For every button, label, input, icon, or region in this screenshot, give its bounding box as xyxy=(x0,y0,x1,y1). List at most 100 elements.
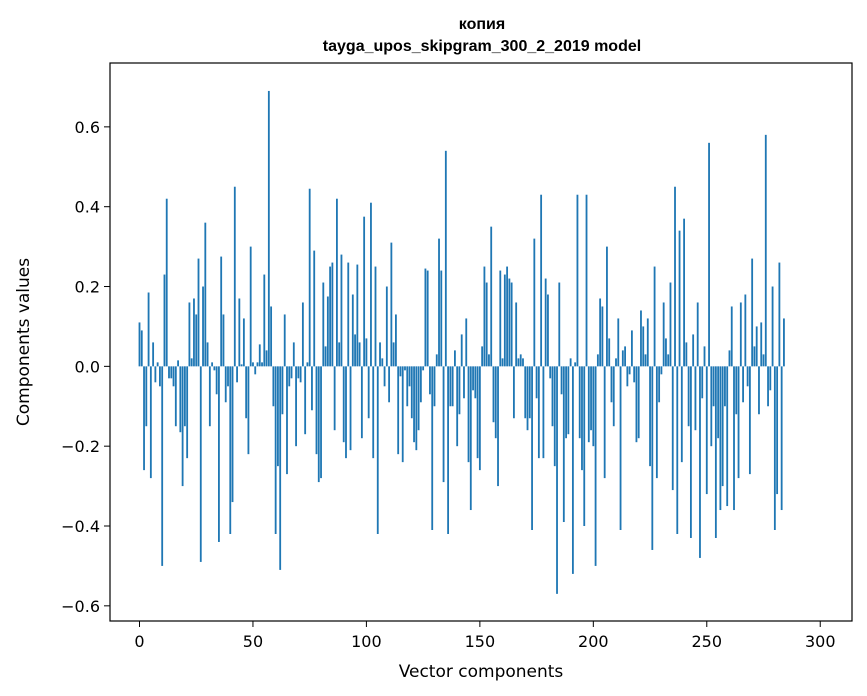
bar-211 xyxy=(617,318,620,367)
bar-62 xyxy=(279,366,282,570)
x-tick-label-50: 50 xyxy=(243,632,263,651)
bar-17 xyxy=(177,360,179,367)
bar-91 xyxy=(345,366,347,459)
bar-202 xyxy=(596,354,599,367)
bar-167 xyxy=(517,358,520,367)
bar-259 xyxy=(726,366,729,507)
bar-24 xyxy=(193,298,195,367)
bar-179 xyxy=(544,278,547,367)
bar-247 xyxy=(699,366,701,558)
bar-68 xyxy=(292,342,295,367)
x-axis-label: Vector components xyxy=(399,662,564,682)
bar-281 xyxy=(776,366,779,495)
bar-156 xyxy=(492,366,495,423)
bar-98 xyxy=(360,366,363,439)
bar-232 xyxy=(665,338,667,367)
bar-241 xyxy=(685,342,688,367)
y-tick-label-6: 0.6 xyxy=(75,118,100,137)
bar-64 xyxy=(283,314,286,367)
bar-105 xyxy=(376,366,379,534)
bar-117 xyxy=(404,366,406,371)
bar-0 xyxy=(138,322,141,367)
bar-186 xyxy=(560,366,563,395)
chart-title: копия xyxy=(459,16,505,33)
bar-88 xyxy=(338,342,341,367)
bar-155 xyxy=(490,226,493,367)
bar-197 xyxy=(585,194,588,367)
bar-158 xyxy=(497,366,499,487)
bar-237 xyxy=(676,366,679,534)
bar-49 xyxy=(249,246,252,367)
bar-60 xyxy=(274,366,277,534)
bar-267 xyxy=(744,294,747,367)
bar-130 xyxy=(433,366,436,407)
bar-174 xyxy=(533,238,536,367)
bar-29 xyxy=(204,222,207,367)
bar-7 xyxy=(154,366,157,383)
bar-239 xyxy=(680,366,683,463)
bar-92 xyxy=(347,262,350,367)
bar-108 xyxy=(383,366,386,387)
bar-145 xyxy=(467,366,470,463)
bar-118 xyxy=(406,366,409,407)
bar-27 xyxy=(199,366,202,562)
chart-subtitle: tayga_upos_skipgram_300_2_2019 model xyxy=(323,38,641,55)
bar-219 xyxy=(635,366,638,443)
bar-144 xyxy=(465,318,468,367)
bar-176 xyxy=(537,366,540,459)
bar-184 xyxy=(556,366,558,594)
bar-262 xyxy=(733,366,735,511)
bar-148 xyxy=(474,366,477,399)
bar-90 xyxy=(342,366,345,443)
bar-187 xyxy=(562,366,565,523)
bar-61 xyxy=(277,366,279,467)
bar-109 xyxy=(385,286,388,367)
bar-228 xyxy=(655,366,658,479)
bar-103 xyxy=(372,366,375,459)
bar-257 xyxy=(721,366,724,487)
bar-51 xyxy=(254,366,257,375)
bar-107 xyxy=(381,358,384,367)
bar-70 xyxy=(297,366,300,379)
bar-279 xyxy=(771,286,774,367)
bar-230 xyxy=(660,366,663,375)
bar-150 xyxy=(478,366,481,471)
bar-151 xyxy=(481,346,484,367)
x-tick-label-150: 150 xyxy=(465,632,496,651)
bar-204 xyxy=(601,306,604,367)
bar-114 xyxy=(397,366,400,455)
bar-126 xyxy=(424,268,427,367)
bar-13 xyxy=(168,366,170,379)
bar-266 xyxy=(742,366,744,403)
bar-55 xyxy=(263,274,266,367)
bar-195 xyxy=(581,366,583,471)
bar-82 xyxy=(324,346,327,367)
bar-93 xyxy=(349,366,352,451)
bar-series xyxy=(138,90,785,594)
bar-36 xyxy=(220,256,223,367)
bar-52 xyxy=(256,362,259,367)
bar-234 xyxy=(669,282,672,367)
bar-138 xyxy=(451,366,454,407)
bar-272 xyxy=(755,326,758,367)
bar-80 xyxy=(320,366,322,479)
bar-193 xyxy=(576,194,579,367)
bar-180 xyxy=(547,294,549,367)
bar-182 xyxy=(551,366,554,427)
bar-282 xyxy=(778,262,781,367)
bar-106 xyxy=(379,342,381,367)
bar-270 xyxy=(751,258,754,367)
bar-46 xyxy=(242,318,245,367)
bar-160 xyxy=(501,358,504,367)
y-tick-label-4: 0.2 xyxy=(75,278,100,297)
bar-277 xyxy=(767,366,769,407)
bar-264 xyxy=(737,366,740,479)
bar-196 xyxy=(583,366,586,527)
bar-136 xyxy=(447,366,450,534)
bar-273 xyxy=(758,366,760,415)
bar-215 xyxy=(626,366,629,387)
bar-129 xyxy=(431,366,434,530)
bar-168 xyxy=(519,354,522,367)
bar-97 xyxy=(358,342,361,367)
